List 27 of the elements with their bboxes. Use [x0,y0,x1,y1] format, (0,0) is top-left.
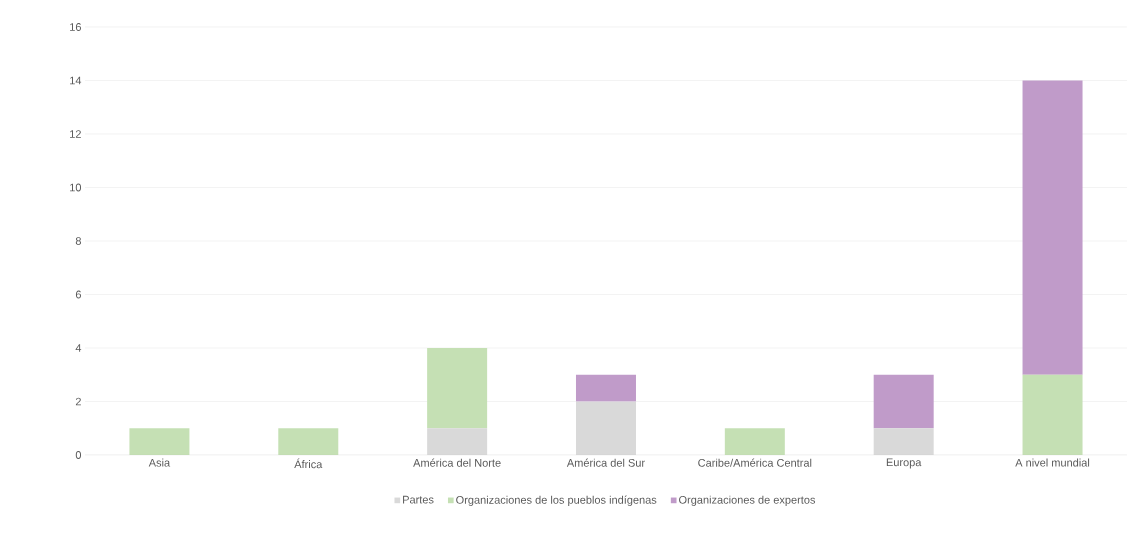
bar [1022,80,1083,375]
y-tick-label: 6 [75,290,81,299]
y-tick-label: 2 [75,397,81,406]
legend-label: Organizaciones de expertos [679,495,816,506]
x-tick-label: Europa [886,458,922,469]
legend-label: Organizaciones de los pueblos indígenas [456,495,657,506]
bar [278,428,339,455]
x-tick-label: Caribe/América Central [698,458,812,467]
x-tick-label: Asia [148,458,171,467]
x-tick-label: África [294,458,323,469]
x-tick-label: América del Norte [413,458,501,467]
y-tick-label: 0 [75,451,82,459]
bar [427,348,488,429]
bar [129,428,190,455]
bar [575,374,636,402]
x-tick-label: A nivel mundial [1015,458,1090,467]
bar [724,428,785,455]
legend-label: Partes [403,495,434,504]
x-tick-label: América del Sur [566,458,645,467]
y-tick-label: 4 [75,344,82,352]
y-tick-label: 12 [70,130,81,138]
y-tick-label: 16 [70,23,81,31]
bar [873,374,934,429]
y-tick-label: 10 [70,183,82,192]
bar [1022,374,1083,455]
y-tick-label: 8 [75,237,81,245]
y-tick-label: 14 [70,76,82,85]
